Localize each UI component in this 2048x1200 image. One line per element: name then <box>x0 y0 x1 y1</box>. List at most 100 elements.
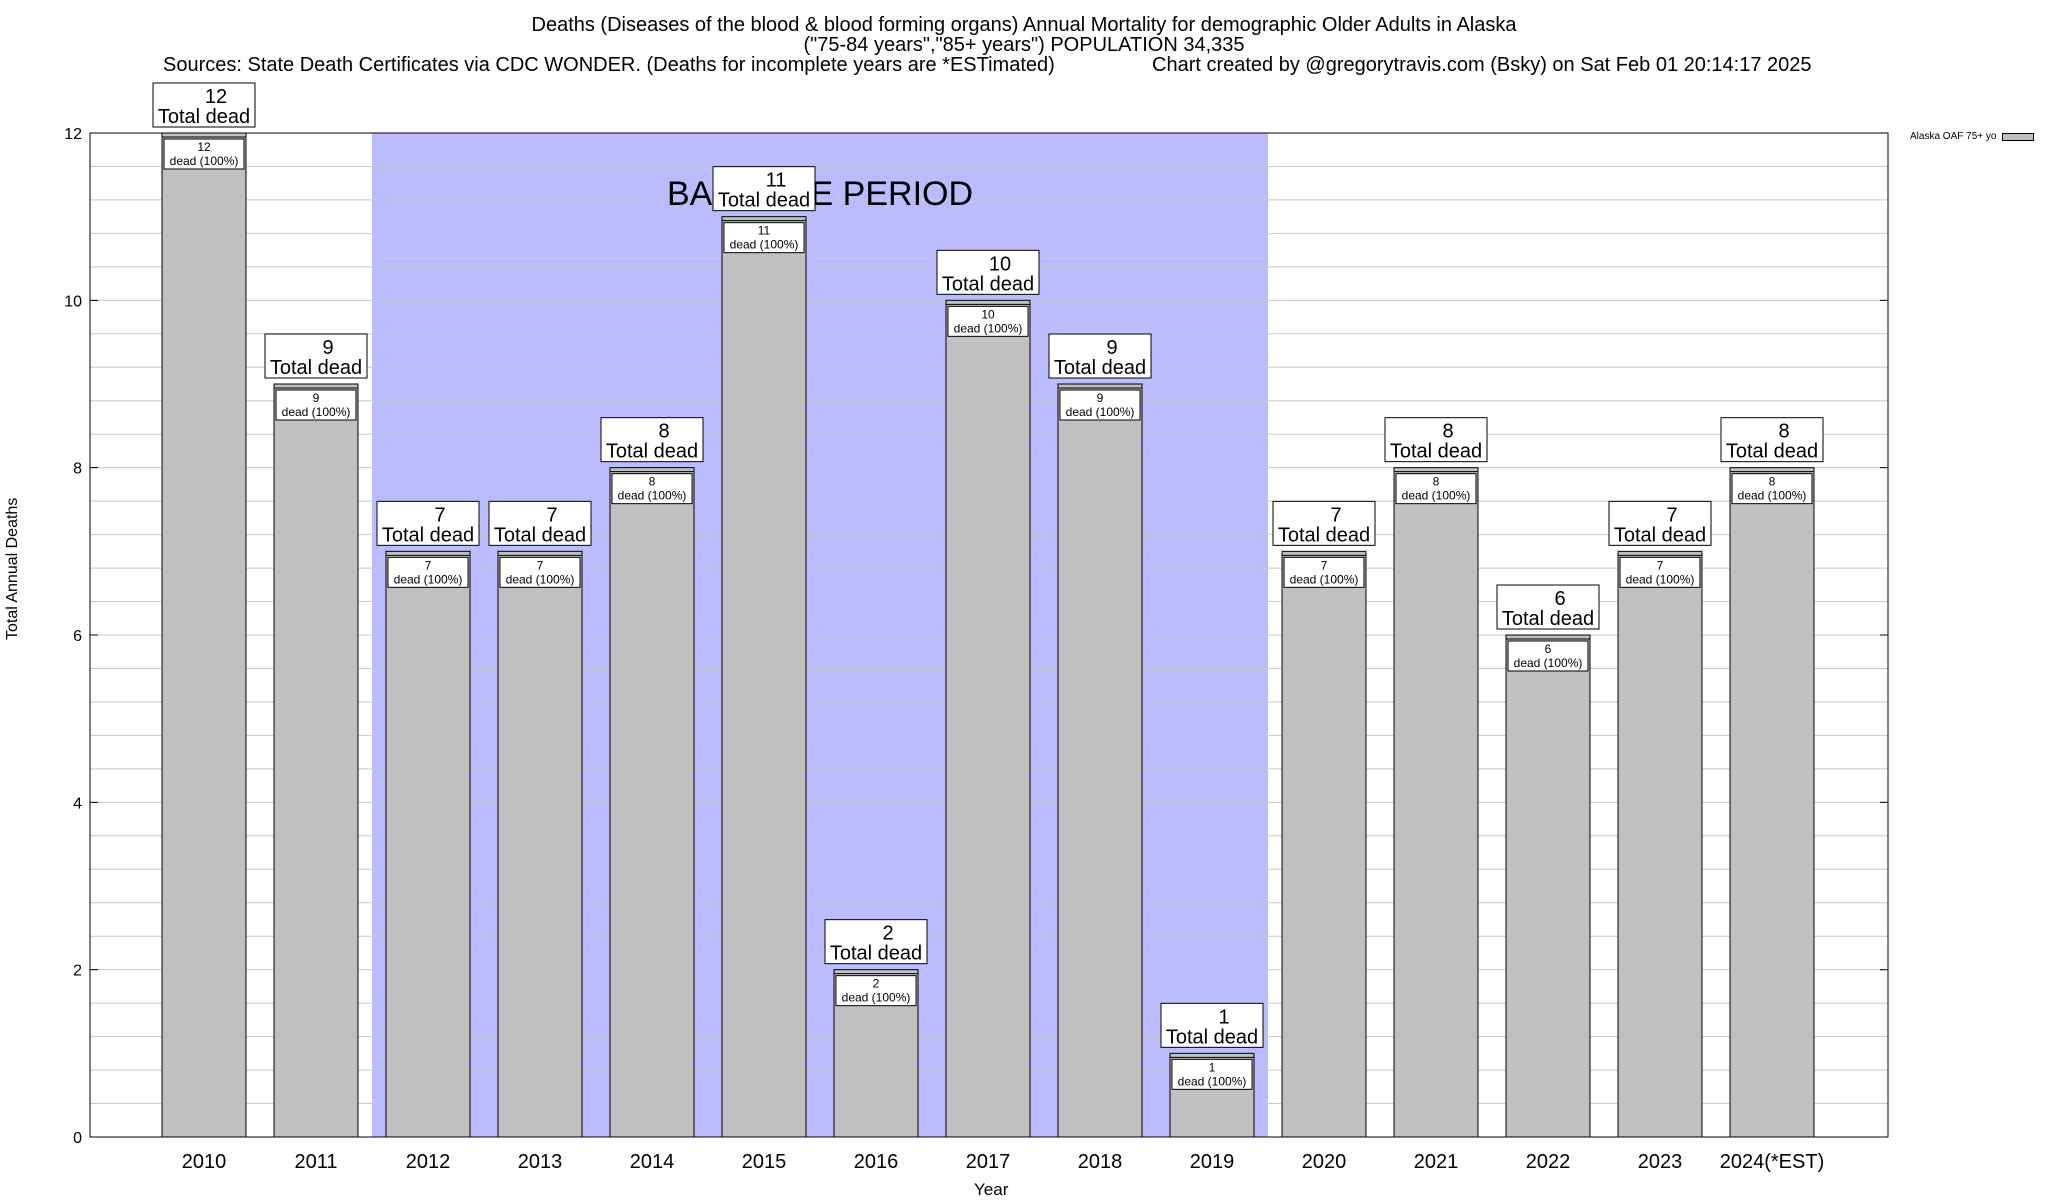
inner-percent-label: dead (100%) <box>282 405 351 419</box>
inner-percent-label: dead (100%) <box>1290 572 1359 586</box>
total-value-label: 10 <box>989 253 1011 275</box>
inner-percent-label: dead (100%) <box>1066 405 1135 419</box>
inner-percent-label: dead (100%) <box>1626 572 1695 586</box>
total-value-label: 9 <box>322 337 333 359</box>
y-tick-label: 10 <box>64 293 82 310</box>
total-label-box <box>152 82 256 128</box>
inner-percent-label: dead (100%) <box>730 238 799 252</box>
inner-percent-label: dead (100%) <box>1402 489 1471 503</box>
inner-label-box <box>1395 473 1477 505</box>
total-dead-label: Total dead <box>382 524 474 546</box>
total-label-box <box>824 919 928 965</box>
chart-title: Deaths (Diseases of the blood & blood fo… <box>531 14 1517 36</box>
total-dead-label: Total dead <box>830 943 922 965</box>
total-label-box <box>1272 500 1376 546</box>
x-tick-label: 2019 <box>1190 1151 1235 1173</box>
inner-value-label: 9 <box>1097 391 1104 405</box>
total-value-label: 2 <box>882 923 893 945</box>
total-label-box <box>1496 584 1600 630</box>
bar <box>385 550 471 1138</box>
x-tick-label: 2011 <box>294 1151 337 1173</box>
bar <box>497 550 583 1138</box>
inner-label-box <box>499 556 581 588</box>
total-value-label: 7 <box>546 504 557 526</box>
inner-value-label: 8 <box>649 475 656 489</box>
total-dead-label: Total dead <box>1502 608 1594 630</box>
x-axis-label: Year <box>974 1180 1009 1199</box>
inner-value-label: 10 <box>981 307 995 321</box>
inner-percent-label: dead (100%) <box>1738 489 1807 503</box>
total-label-box <box>264 333 368 379</box>
x-tick-label: 2013 <box>518 1151 563 1173</box>
y-tick-label: 2 <box>73 963 82 980</box>
inner-percent-label: dead (100%) <box>618 489 687 503</box>
legend-swatch <box>2002 132 2035 141</box>
y-tick-label: 8 <box>73 461 82 478</box>
total-label-box <box>376 500 480 546</box>
inner-value-label: 7 <box>1657 558 1664 572</box>
total-label-box <box>1160 1002 1264 1048</box>
total-value-label: 7 <box>1330 504 1341 526</box>
total-value-label: 8 <box>1778 421 1789 443</box>
total-dead-label: Total dead <box>942 273 1034 295</box>
bar <box>161 132 247 1138</box>
inner-label-box <box>1619 556 1701 588</box>
inner-value-label: 7 <box>1321 558 1328 572</box>
x-tick-label: 2020 <box>1302 1151 1347 1173</box>
total-dead-label: Total dead <box>1166 1026 1258 1048</box>
inner-value-label: 7 <box>425 558 432 572</box>
legend: Alaska OAF 75+ yo <box>1910 131 2035 142</box>
inner-value-label: 6 <box>1545 642 1552 656</box>
inner-percent-label: dead (100%) <box>170 154 239 168</box>
y-tick-label: 4 <box>73 795 82 812</box>
total-value-label: 7 <box>434 504 445 526</box>
bar <box>273 383 359 1138</box>
total-label-box <box>1048 333 1152 379</box>
inner-label-box <box>387 556 469 588</box>
inner-label-box <box>1507 640 1589 672</box>
inner-value-label: 11 <box>758 224 771 238</box>
bar <box>1505 634 1591 1138</box>
inner-label-box <box>1059 389 1141 421</box>
x-tick-label: 2022 <box>1526 1151 1571 1173</box>
total-label-box <box>936 249 1040 295</box>
legend-label: Alaska OAF 75+ yo <box>1910 131 1997 142</box>
x-tick-label: 2012 <box>406 1151 451 1173</box>
x-tick-label: 2021 <box>1414 1151 1459 1173</box>
total-label-box <box>1608 500 1712 546</box>
bar <box>1617 550 1703 1138</box>
bar <box>1393 467 1479 1138</box>
x-tick-label: 2016 <box>854 1151 899 1173</box>
total-value-label: 1 <box>1218 1006 1229 1028</box>
total-value-label: 8 <box>1442 421 1453 443</box>
total-dead-label: Total dead <box>1054 357 1146 379</box>
inner-percent-label: dead (100%) <box>1178 1074 1247 1088</box>
inner-value-label: 12 <box>197 140 211 154</box>
total-value-label: 12 <box>205 86 227 108</box>
inner-value-label: 8 <box>1769 475 1776 489</box>
chart-credit: Chart created by @gregorytravis.com (Bsk… <box>1152 54 1812 76</box>
total-dead-label: Total dead <box>606 441 698 463</box>
bar <box>609 467 695 1138</box>
inner-percent-label: dead (100%) <box>954 321 1023 335</box>
total-label-box <box>1720 417 1824 463</box>
inner-label-box <box>163 138 245 170</box>
inner-percent-label: dead (100%) <box>506 572 575 586</box>
inner-label-box <box>1731 473 1813 505</box>
y-tick-label: 12 <box>64 126 82 143</box>
y-tick-label: 6 <box>73 628 82 645</box>
total-dead-label: Total dead <box>1278 524 1370 546</box>
bar <box>1057 383 1143 1138</box>
total-value-label: 11 <box>766 170 787 192</box>
x-tick-label: 2015 <box>742 1151 787 1173</box>
total-dead-label: Total dead <box>1614 524 1706 546</box>
bar <box>721 216 807 1138</box>
inner-percent-label: dead (100%) <box>1514 656 1583 670</box>
inner-label-box <box>611 473 693 505</box>
chart-sources: Sources: State Death Certificates via CD… <box>163 54 1055 76</box>
total-value-label: 8 <box>658 421 669 443</box>
chart-subtitle: ("75-84 years","85+ years") POPULATION 3… <box>803 34 1245 56</box>
total-value-label: 9 <box>1106 337 1117 359</box>
x-tick-label: 2010 <box>182 1151 227 1173</box>
